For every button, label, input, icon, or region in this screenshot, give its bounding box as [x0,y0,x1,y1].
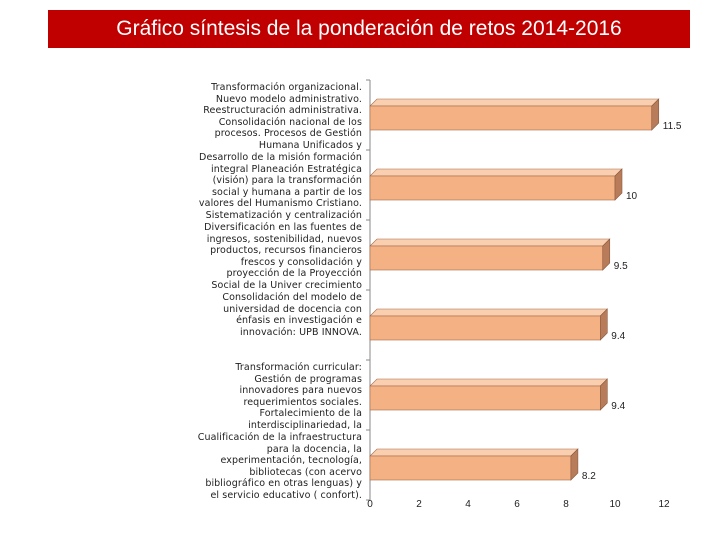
bar-4 [369,308,609,341]
category-label-3: Diversificación en las fuentes de ingres… [204,222,362,290]
value-label-5: 9.4 [611,401,625,412]
x-tick-label: 4 [465,499,471,510]
bar-side-face [602,238,611,271]
category-label-1: Transformación organizacional. Nuevo mod… [203,82,362,150]
bar-top-face [369,448,579,457]
bar-front-face [369,175,616,201]
bar-side-face [614,168,623,201]
bar-side-face [570,448,579,481]
bar-top-face [369,98,660,107]
x-tick-label: 0 [367,499,373,510]
bar-front-face [369,105,653,131]
bar-front-face [369,455,572,481]
bar-side-face [599,308,608,341]
chart-title: Gráfico síntesis de la ponderación de re… [48,10,690,48]
x-tick-label: 2 [416,499,422,510]
bar-side-face [599,378,608,411]
bar-1 [369,98,660,131]
category-label-2: Desarrollo de la misión formación integr… [198,152,362,220]
value-label-3: 9.5 [614,261,628,272]
value-label-2: 10 [626,191,638,202]
bar-6 [369,448,579,481]
bar-5 [369,378,609,411]
bar-front-face [369,245,604,271]
category-label-5: Transformación curricular: Gestión de pr… [235,362,362,430]
bar-top-face [369,238,611,247]
value-label-1: 11.5 [663,121,682,132]
bar-top-face [369,308,609,317]
category-label-6: Cualificación de la infraestructura para… [197,432,362,500]
bar-side-face [651,98,660,131]
value-label-6: 8.2 [582,471,596,482]
category-label-4: Consolidación del modelo de universidad … [222,292,362,338]
bar-top-face [369,168,623,177]
x-tick-label: 8 [563,499,569,510]
value-label-4: 9.4 [611,331,625,342]
x-tick-label: 6 [514,499,520,510]
bar-front-face [369,315,601,341]
bar-3 [369,238,611,271]
bar-2 [369,168,623,201]
x-tick-label: 10 [609,499,621,510]
x-tick-label: 12 [658,499,670,510]
bar-front-face [369,385,601,411]
bar-top-face [369,378,609,387]
